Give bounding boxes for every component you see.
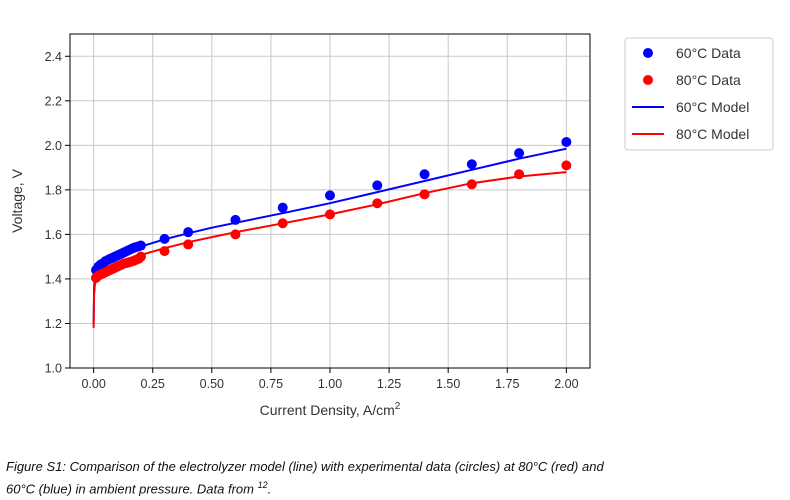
grid: [70, 34, 590, 369]
caption-line-1: Figure S1: Comparison of the electrolyze…: [6, 459, 604, 474]
data-point-60-c-data: [419, 169, 430, 180]
data-point-60-c-data: [183, 227, 194, 238]
data-point-60-c-data: [561, 136, 572, 147]
data-point-60-c-data: [372, 180, 383, 191]
x-tick-label: 0.25: [141, 377, 165, 391]
x-axis-title: Current Density, A/cm2: [260, 401, 401, 418]
x-tick-label: 2.00: [554, 377, 578, 391]
caption-reference: 12: [257, 480, 268, 490]
y-tick-label: 1.0: [45, 362, 62, 376]
data-point-80-c-data: [372, 198, 383, 209]
data-point-80-c-data: [419, 189, 430, 200]
caption-line-2-text: 60°C (blue) in ambient pressure. Data fr…: [6, 481, 258, 497]
data-layer: [91, 136, 572, 328]
y-tick-label: 1.6: [45, 228, 62, 242]
y-tick-label: 2.2: [45, 94, 62, 108]
x-axis-title-superscript: 2: [395, 401, 401, 412]
data-point-60-c-data: [325, 190, 335, 201]
y-axis-title: Voltage, V: [9, 168, 25, 232]
x-tick-label: 0.75: [259, 377, 283, 391]
legend-label-80-c-data: 80°C Data: [676, 72, 741, 88]
legend-label-60-c-model: 60°C Model: [676, 99, 749, 115]
legend-label-60-c-data: 60°C Data: [676, 45, 741, 61]
data-point-60-c-data: [277, 202, 288, 213]
data-point-60-c-data: [230, 214, 241, 225]
data-point-80-c-data: [466, 179, 477, 190]
caption-line-2: 60°C (blue) in ambient pressure. Data fr…: [6, 476, 786, 498]
x-tick-label: 1.50: [436, 377, 460, 391]
x-tick-label: 0.00: [81, 377, 105, 391]
ticks: 0.00 0.25 0.50 0.75 1.00 1.25 1.50 1.75 2.00 1.0 1…: [45, 50, 579, 391]
data-point-60-c-data: [514, 148, 525, 159]
figure-caption: Figure S1: Comparison of the electrolyze…: [6, 458, 786, 498]
y-tick-label: 2.4: [45, 50, 62, 64]
caption-line-2-end: .: [267, 481, 272, 497]
y-tick-label: 1.2: [45, 317, 62, 331]
legend: 60°C Data 80°C Data 60°C Model 80°C Model: [624, 37, 774, 151]
legend-label-80-c-model: 80°C Model: [676, 126, 749, 142]
data-point-80-c-data: [230, 229, 241, 240]
x-tick-label: 1.75: [495, 377, 519, 391]
legend-box: [624, 37, 774, 151]
x-tick-label: 1.00: [318, 377, 342, 391]
data-point-80-c-data: [159, 246, 170, 257]
y-tick-label: 1.4: [45, 272, 62, 286]
x-tick-label: 0.50: [200, 377, 224, 391]
data-point-80-c-data: [514, 169, 525, 180]
data-point-80-c-data: [183, 239, 194, 250]
x-tick-label: 1.25: [377, 377, 401, 391]
chart: 0.00 0.25 0.50 0.75 1.00 1.25 1.50 1.75 2.00 1.0 1…: [9, 33, 774, 418]
y-tick-label: 1.8: [45, 183, 62, 197]
data-point-80-c-data: [561, 160, 572, 171]
data-point-60-c-data: [466, 159, 477, 170]
data-point-60-c-data: [135, 240, 146, 251]
data-point-80-c-data: [135, 251, 146, 262]
y-tick-label: 2.0: [45, 139, 62, 153]
data-point-60-c-data: [159, 233, 170, 244]
data-point-80-c-data: [325, 209, 335, 220]
data-point-80-c-data: [277, 218, 288, 229]
legend-marker-60-c-data: [643, 48, 653, 58]
legend-marker-80-c-data: [643, 75, 653, 85]
